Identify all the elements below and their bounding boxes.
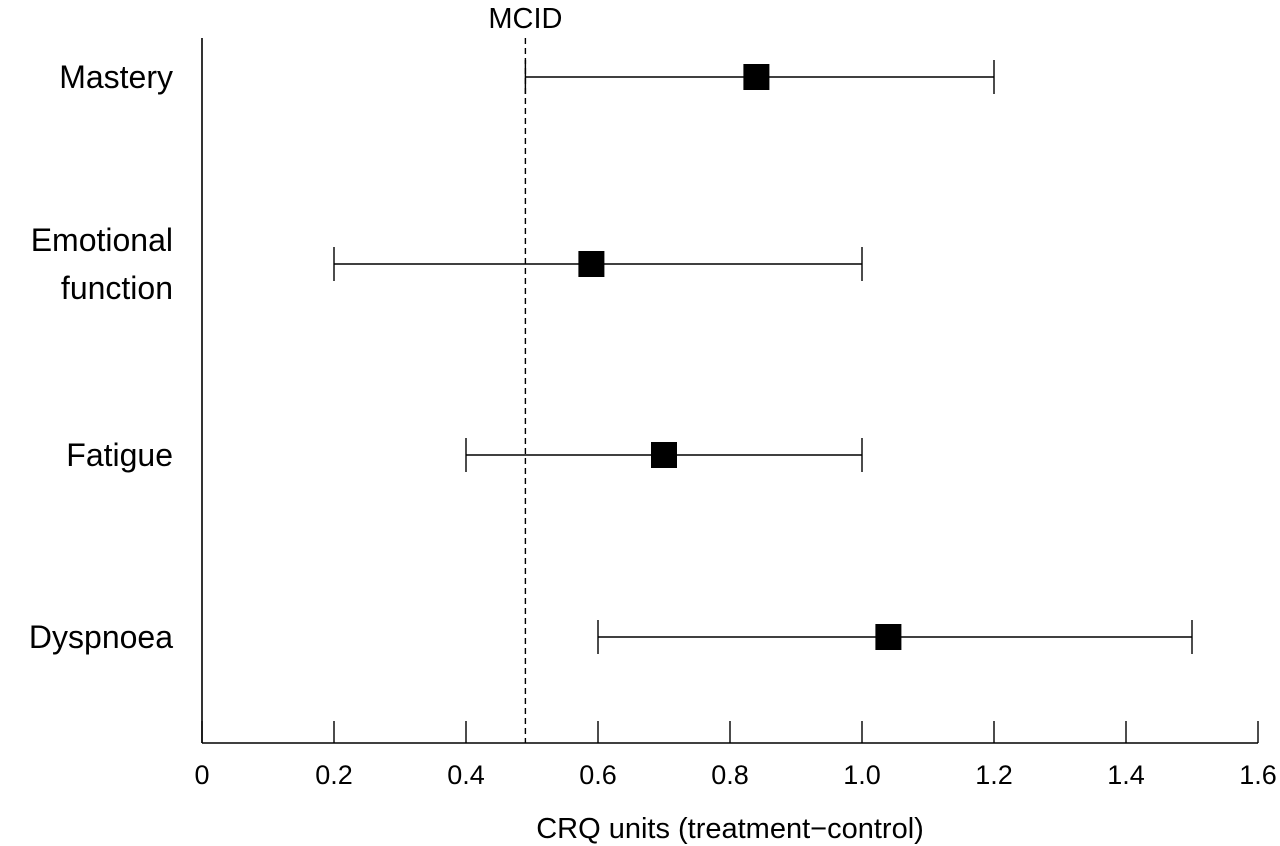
forest-row: Dyspnoea bbox=[29, 619, 1193, 655]
point-estimate bbox=[743, 64, 770, 90]
x-tick-label: 1.0 bbox=[843, 760, 881, 790]
x-axis-title: CRQ units (treatment−control) bbox=[536, 813, 924, 845]
x-tick-label: 0.2 bbox=[315, 760, 353, 790]
axes: 0 0.2 0.4 0.6 0.8 1.0 1.2 1.4 1.6 CRQ units (trea… bbox=[194, 38, 1277, 845]
x-tick-label: 0.8 bbox=[711, 760, 749, 790]
mcid-label: MCID bbox=[488, 3, 562, 35]
row-label: Mastery bbox=[59, 59, 173, 95]
point-estimate bbox=[651, 442, 677, 468]
x-tick-label: 0 bbox=[194, 760, 209, 790]
row-label: function bbox=[61, 270, 173, 306]
row-label: Emotional bbox=[31, 222, 173, 258]
row-label: Fatigue bbox=[66, 437, 173, 473]
x-tick-label: 1.2 bbox=[975, 760, 1013, 790]
x-tick-label: 0.4 bbox=[447, 760, 485, 790]
x-tick-label: 0.6 bbox=[579, 760, 617, 790]
row-label: Dyspnoea bbox=[29, 619, 173, 655]
x-tick-label: 1.6 bbox=[1239, 760, 1277, 790]
mcid-reference: MCID bbox=[488, 3, 562, 743]
point-estimate bbox=[578, 251, 605, 277]
forest-rows: Mastery Emotional function Fatigue Dyspnoea bbox=[29, 59, 1193, 655]
forest-row: Emotional function bbox=[31, 222, 863, 306]
forest-row: Mastery bbox=[59, 59, 995, 95]
point-estimate bbox=[875, 624, 902, 650]
x-tick-label: 1.4 bbox=[1107, 760, 1145, 790]
forest-row: Fatigue bbox=[66, 437, 863, 473]
